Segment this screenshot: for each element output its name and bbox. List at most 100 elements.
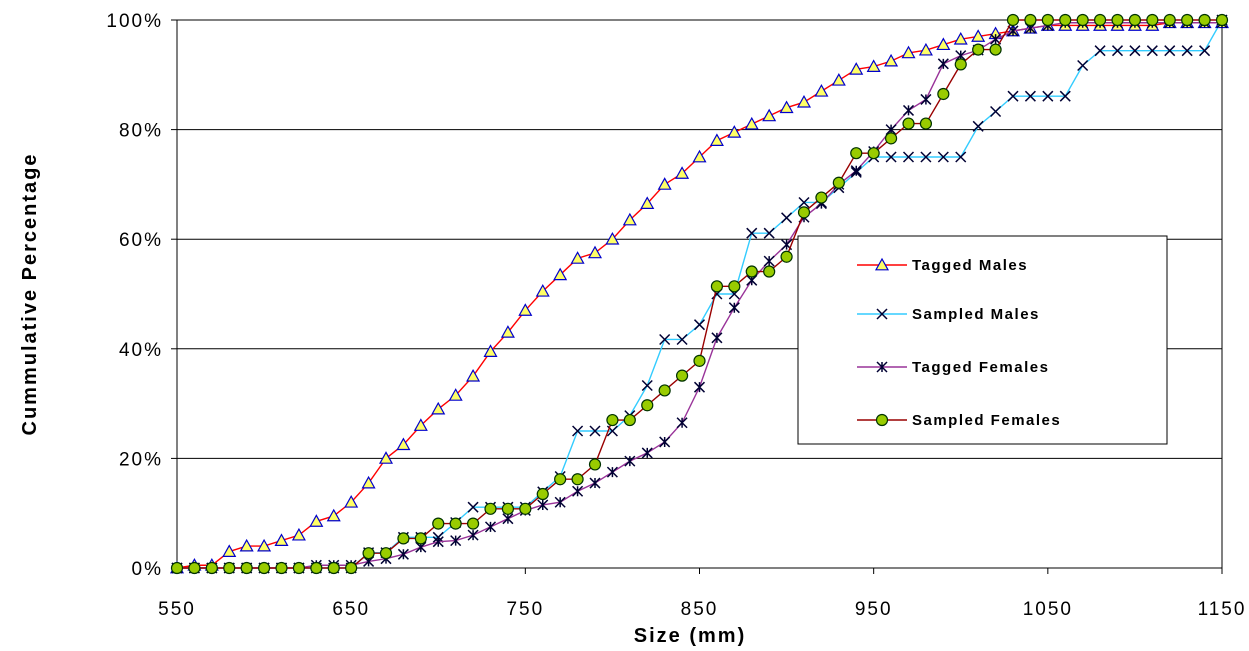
data-point bbox=[1146, 13, 1159, 27]
legend-label: Sampled Females bbox=[912, 412, 1061, 429]
data-point bbox=[274, 533, 289, 547]
data-point bbox=[588, 458, 602, 471]
data-point bbox=[867, 147, 880, 160]
legend-marker bbox=[874, 257, 890, 271]
legend-label: Tagged Males bbox=[912, 257, 1028, 274]
data-point bbox=[781, 212, 793, 224]
data-point bbox=[1077, 59, 1089, 72]
data-point bbox=[885, 151, 897, 163]
data-point bbox=[1198, 13, 1211, 27]
data-point bbox=[432, 517, 445, 530]
x-tick-label: 750 bbox=[506, 599, 544, 620]
data-point bbox=[519, 502, 532, 515]
data-point bbox=[449, 517, 462, 530]
x-tick-label: 1150 bbox=[1198, 599, 1247, 620]
data-point bbox=[780, 250, 793, 263]
data-point bbox=[1181, 13, 1194, 27]
data-point bbox=[396, 437, 411, 451]
data-point bbox=[727, 125, 742, 138]
data-point bbox=[1111, 13, 1124, 27]
data-point bbox=[483, 344, 498, 357]
data-point bbox=[257, 561, 271, 575]
data-point bbox=[239, 538, 254, 552]
x-tick-label: 850 bbox=[681, 599, 719, 620]
data-point bbox=[1163, 13, 1176, 27]
y-tick-label: 60% bbox=[119, 230, 163, 251]
data-point bbox=[537, 499, 549, 511]
data-point bbox=[1094, 45, 1106, 57]
data-point bbox=[1164, 45, 1176, 57]
x-tick-label: 650 bbox=[332, 599, 370, 620]
data-point bbox=[501, 502, 515, 515]
data-point bbox=[676, 333, 688, 346]
data-point bbox=[257, 538, 272, 552]
data-point bbox=[675, 166, 690, 179]
data-point bbox=[1059, 90, 1071, 102]
data-point bbox=[693, 354, 706, 367]
data-point bbox=[431, 401, 446, 415]
data-point bbox=[693, 319, 706, 331]
data-point bbox=[990, 105, 1002, 118]
data-point bbox=[1041, 13, 1054, 27]
data-point bbox=[918, 42, 933, 56]
data-point bbox=[919, 117, 933, 130]
data-point bbox=[397, 548, 409, 560]
data-point bbox=[170, 561, 184, 575]
data-point bbox=[972, 43, 985, 56]
data-point bbox=[920, 93, 932, 105]
x-tick-label: 1050 bbox=[1023, 599, 1073, 620]
data-point bbox=[378, 451, 394, 464]
x-axis-title: Size (mm) bbox=[634, 625, 746, 647]
data-point bbox=[500, 325, 515, 338]
data-point bbox=[1181, 45, 1193, 57]
data-point bbox=[902, 117, 915, 130]
y-axis-ticks: 0% 20% 40% 60% 80% 100% bbox=[106, 11, 177, 580]
data-point bbox=[572, 425, 584, 437]
data-point bbox=[850, 165, 862, 177]
data-point bbox=[309, 514, 324, 527]
data-point bbox=[327, 561, 340, 575]
data-point bbox=[1111, 45, 1124, 57]
data-point bbox=[640, 196, 655, 209]
data-point bbox=[291, 527, 306, 541]
data-point bbox=[659, 333, 671, 346]
data-point bbox=[1007, 90, 1019, 102]
data-point bbox=[937, 58, 949, 70]
data-point bbox=[361, 475, 376, 489]
data-point bbox=[711, 332, 723, 344]
data-point bbox=[589, 425, 601, 437]
data-point bbox=[693, 381, 706, 393]
data-point bbox=[641, 447, 653, 459]
data-point bbox=[641, 379, 653, 392]
data-point bbox=[641, 399, 654, 412]
data-point bbox=[1129, 45, 1141, 57]
data-point bbox=[345, 561, 358, 575]
data-point bbox=[432, 536, 444, 548]
data-point bbox=[1076, 13, 1089, 27]
data-point bbox=[762, 108, 777, 122]
data-point bbox=[814, 84, 829, 97]
data-point bbox=[744, 116, 759, 130]
data-point bbox=[310, 561, 323, 575]
data-point bbox=[953, 31, 968, 45]
data-point bbox=[1024, 90, 1036, 102]
data-point bbox=[484, 502, 497, 515]
data-point bbox=[657, 177, 672, 190]
legend-label: Tagged Females bbox=[912, 359, 1049, 376]
data-point bbox=[606, 466, 618, 478]
data-point bbox=[188, 561, 201, 575]
legend-item: Tagged Males bbox=[857, 257, 1028, 274]
data-point bbox=[1215, 13, 1229, 27]
data-point bbox=[1042, 90, 1054, 102]
data-point bbox=[901, 45, 916, 59]
y-axis-title: Cummulative Percentage bbox=[19, 153, 41, 436]
data-point bbox=[990, 33, 1002, 45]
data-point bbox=[275, 561, 288, 575]
data-point bbox=[1024, 13, 1037, 27]
data-point bbox=[535, 284, 550, 297]
x-tick-label: 550 bbox=[158, 599, 196, 620]
x-axis-ticks: 550 650 750 850 950 1050 1150 bbox=[158, 568, 1247, 620]
data-point bbox=[622, 212, 637, 226]
data-point bbox=[1059, 13, 1072, 27]
